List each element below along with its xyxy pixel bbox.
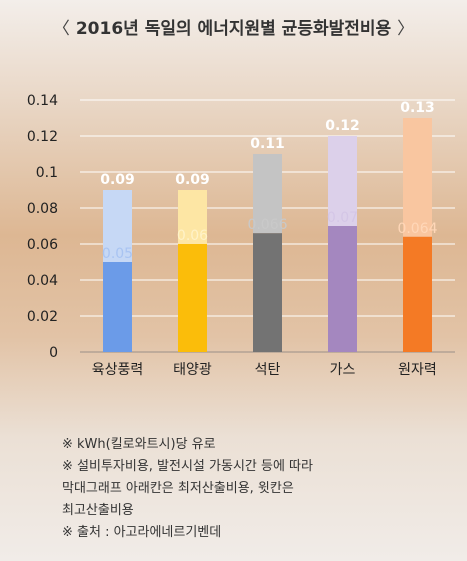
y-tick-label: 0.04 — [27, 273, 58, 289]
x-tick-label: 육상풍력 — [92, 362, 144, 378]
note-explanation: ※ 설비투자비용, 발전시설 가동시간 등에 따라 막대그래프 아래칸은 최저산… — [62, 459, 313, 518]
note-source: ※ 출처 : 아고라에네르기벤데 — [62, 525, 222, 540]
x-tick-label: 원자력 — [398, 362, 437, 378]
x-tick-label: 태양광 — [173, 362, 212, 378]
bar-low-segment — [178, 244, 207, 352]
title-bracket-left: 〈 — [52, 19, 70, 39]
data-label-high: 0.12 — [325, 118, 360, 134]
data-label-high: 0.09 — [175, 172, 210, 188]
x-tick-label: 가스 — [330, 362, 356, 378]
bar-high-segment — [403, 118, 432, 237]
y-tick-label: 0.08 — [27, 201, 58, 217]
bar-high-segment — [178, 190, 207, 244]
title-bracket-right: 〉 — [397, 19, 415, 39]
data-label-high: 0.13 — [400, 100, 435, 116]
data-label-high: 0.11 — [250, 136, 285, 152]
y-tick-label: 0.02 — [27, 309, 58, 325]
data-label-high: 0.09 — [100, 172, 135, 188]
bar-low-segment — [328, 226, 357, 352]
y-tick-label: 0.1 — [36, 165, 58, 181]
y-tick-label: 0.06 — [27, 237, 58, 253]
bar-chart: 0 0.02 0.04 0.06 0.08 0.1 0.12 0.14 0.09 0.05 육상풍력… — [27, 93, 455, 378]
x-tick-label: 석탄 — [255, 362, 281, 378]
data-label-low: 0.07 — [327, 210, 358, 226]
y-tick-label: 0 — [49, 345, 58, 361]
bar-low-segment — [103, 262, 132, 352]
y-tick-label: 0.12 — [27, 129, 58, 145]
bar-high-segment — [328, 136, 357, 226]
bar-high-segment — [253, 154, 282, 234]
data-label-low: 0.05 — [102, 246, 133, 262]
title-text: 2016년 독일의 에너지원별 균등화발전비용 — [75, 19, 392, 39]
data-label-low: 0.066 — [247, 217, 287, 233]
note-unit: ※ kWh(킬로와트시)당 유로 — [62, 437, 216, 452]
data-label-low: 0.064 — [397, 221, 437, 237]
bar-high-segment — [103, 190, 132, 262]
bar-low-segment — [253, 233, 282, 352]
chart-title: 〈 2016년 독일의 에너지원별 균등화발전비용 〉 — [0, 14, 467, 39]
bar-low-segment — [403, 236, 432, 352]
y-tick-label: 0.14 — [27, 93, 58, 109]
notes: ※ kWh(킬로와트시)당 유로 ※ 설비투자비용, 발전시설 가동시간 등에 … — [62, 434, 313, 544]
data-label-low: 0.06 — [177, 228, 208, 244]
